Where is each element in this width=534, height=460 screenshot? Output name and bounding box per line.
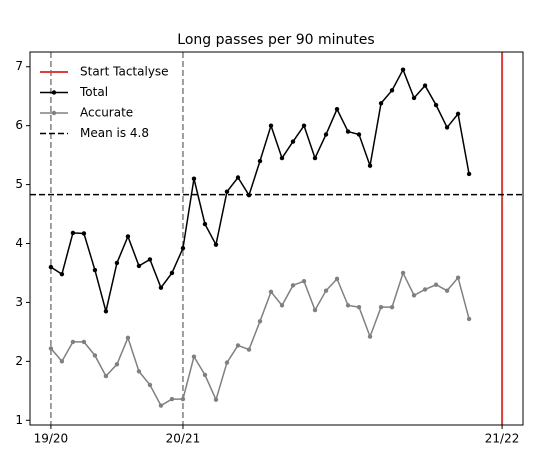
point: [103, 309, 109, 314]
point: [356, 132, 362, 137]
y-tick-label: 3: [15, 295, 23, 309]
point: [389, 88, 395, 93]
point: [81, 339, 87, 345]
point: [279, 303, 285, 308]
point: [345, 129, 351, 134]
point: [455, 275, 461, 280]
legend-marker: [51, 90, 57, 95]
point: [92, 353, 98, 358]
point: [235, 175, 241, 180]
point: [279, 155, 285, 161]
y-tick-label: 4: [15, 236, 23, 250]
point: [378, 304, 384, 310]
point: [114, 260, 120, 266]
point: [125, 234, 131, 239]
y-tick-label: 7: [15, 59, 23, 73]
point: [125, 335, 131, 340]
point: [257, 158, 263, 164]
point: [422, 83, 428, 88]
point: [400, 67, 406, 72]
point: [147, 382, 153, 388]
point: [334, 276, 340, 282]
point: [411, 95, 417, 101]
axes-frame: [29, 51, 524, 426]
point: [202, 372, 208, 378]
point: [180, 246, 186, 251]
point: [235, 343, 241, 348]
point: [169, 270, 175, 276]
point: [367, 334, 373, 339]
y-tick-label: 5: [15, 177, 23, 191]
point: [323, 288, 329, 293]
y-tick-label: 2: [15, 354, 23, 368]
point: [59, 359, 65, 364]
point: [257, 319, 263, 324]
legend-marker: [51, 110, 57, 116]
point: [202, 221, 208, 227]
point: [180, 396, 186, 402]
y-tick-label: 6: [15, 118, 23, 132]
chart-title: Long passes per 90 minutes: [177, 32, 374, 48]
point: [224, 360, 230, 365]
point: [433, 102, 439, 108]
point: [191, 354, 197, 359]
point: [48, 346, 54, 351]
legend-label: Accurate: [80, 106, 133, 120]
point: [345, 303, 351, 308]
x-tick-label: 20/21: [166, 432, 201, 446]
point: [48, 264, 54, 270]
point: [312, 155, 318, 161]
point: [466, 171, 472, 177]
point: [81, 231, 87, 236]
point: [422, 287, 428, 292]
point: [389, 304, 395, 310]
legend-label: Total: [79, 85, 108, 99]
point: [70, 230, 76, 236]
x-tick-label: 19/20: [34, 432, 69, 446]
point: [334, 106, 340, 112]
point: [290, 283, 296, 288]
point: [103, 373, 109, 379]
point: [400, 270, 406, 276]
point: [433, 282, 439, 287]
point: [356, 304, 362, 310]
point: [444, 125, 450, 130]
point: [268, 123, 274, 128]
point: [466, 316, 472, 322]
point: [169, 396, 175, 402]
legend-label: Start Tactalyse: [80, 65, 169, 79]
point: [158, 403, 164, 408]
legend-label: Mean is 4.8: [80, 126, 149, 140]
point: [224, 189, 230, 194]
y-tick-label: 1: [15, 413, 23, 427]
point: [59, 271, 65, 277]
point: [158, 285, 164, 290]
x-tick-label: 21/22: [485, 432, 520, 446]
point: [455, 111, 461, 117]
point: [136, 263, 142, 269]
point: [246, 347, 252, 352]
point: [411, 293, 417, 298]
point: [444, 288, 450, 293]
point: [136, 369, 142, 374]
point: [268, 289, 274, 295]
point: [191, 176, 197, 181]
point: [70, 339, 76, 345]
point: [301, 123, 307, 128]
point: [378, 101, 384, 106]
point: [290, 139, 296, 144]
point: [301, 279, 307, 284]
point: [323, 132, 329, 137]
point: [213, 397, 219, 402]
point: [114, 362, 120, 367]
point: [213, 242, 219, 247]
point: [367, 163, 373, 168]
point: [312, 307, 318, 313]
point: [92, 267, 98, 273]
point: [147, 257, 153, 262]
series-line: [50, 270, 470, 407]
point: [246, 192, 252, 198]
